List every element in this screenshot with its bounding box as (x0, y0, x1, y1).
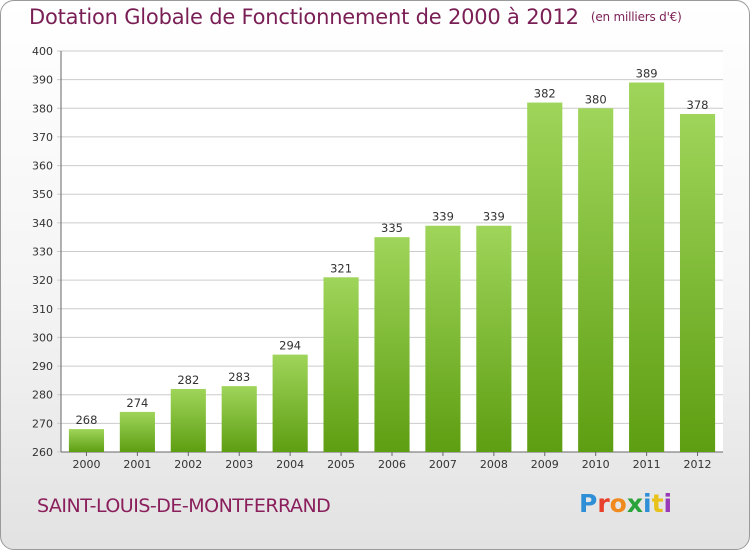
data-label: 274 (126, 396, 148, 410)
y-tick-label: 270 (32, 417, 53, 430)
y-tick-label: 260 (32, 446, 53, 459)
proxiti-logo: Proxiti (579, 489, 672, 518)
y-tick-label: 360 (32, 160, 53, 173)
chart-title-text: Dotation Globale de Fonctionnement de 20… (29, 5, 579, 29)
data-label: 339 (432, 210, 454, 224)
y-tick-label: 290 (32, 360, 53, 373)
data-label: 335 (381, 221, 403, 235)
y-tick-label: 340 (32, 217, 53, 230)
bar (679, 114, 716, 452)
x-tick-label: 2002 (174, 458, 202, 471)
y-tick-label: 380 (32, 102, 53, 115)
bar (119, 411, 155, 452)
logo-letter: i (663, 489, 673, 518)
y-tick-label: 400 (32, 45, 53, 58)
data-label: 282 (177, 373, 199, 387)
y-tick-label: 350 (32, 188, 53, 201)
x-tick-label: 2003 (225, 458, 253, 471)
bar (425, 225, 461, 452)
commune-name: SAINT-LOUIS-DE-MONTFERRAND (37, 495, 331, 517)
bar (578, 108, 614, 453)
data-label: 339 (483, 210, 505, 224)
logo-letter: i (643, 489, 652, 518)
chart-title: Dotation Globale de Fonctionnement de 20… (29, 5, 682, 29)
y-tick-label: 320 (32, 274, 53, 287)
data-label: 294 (279, 339, 301, 353)
x-tick-label: 2005 (327, 458, 355, 471)
x-tick-label: 2000 (72, 458, 100, 471)
data-label: 268 (75, 413, 97, 427)
bar (170, 388, 206, 452)
x-tick-label: 2007 (429, 458, 457, 471)
logo-letter: P (579, 489, 598, 518)
bar (272, 354, 308, 452)
x-tick-label: 2008 (480, 458, 508, 471)
bar (68, 429, 105, 452)
y-tick-label: 370 (32, 131, 53, 144)
bar (476, 225, 512, 452)
bar (527, 102, 563, 453)
x-tick-label: 2006 (378, 458, 406, 471)
logo-letter: t (651, 489, 664, 518)
x-tick-label: 2009 (531, 458, 559, 471)
y-tick-label: 310 (32, 303, 53, 316)
logo-letter: x (626, 489, 643, 518)
bar (374, 237, 410, 452)
y-tick-label: 330 (32, 246, 53, 259)
unit-note: (en milliers d'€) (590, 10, 682, 24)
bar (221, 386, 257, 452)
y-tick-label: 300 (32, 331, 53, 344)
x-tick-label: 2012 (684, 458, 712, 471)
data-label: 389 (636, 67, 658, 81)
bar (323, 277, 359, 452)
data-label: 382 (534, 87, 556, 101)
y-tick-label: 390 (32, 74, 53, 87)
x-tick-label: 2004 (276, 458, 304, 471)
data-label: 378 (687, 98, 709, 112)
x-tick-label: 2001 (123, 458, 151, 471)
x-tick-label: 2010 (582, 458, 610, 471)
x-tick-label: 2011 (633, 458, 661, 471)
y-tick-label: 280 (32, 389, 53, 402)
data-label: 321 (330, 261, 352, 275)
data-label: 283 (228, 370, 250, 384)
data-label: 380 (585, 92, 607, 106)
logo-letter: o (609, 489, 627, 518)
logo-letter: r (597, 489, 610, 518)
bar (629, 82, 665, 452)
